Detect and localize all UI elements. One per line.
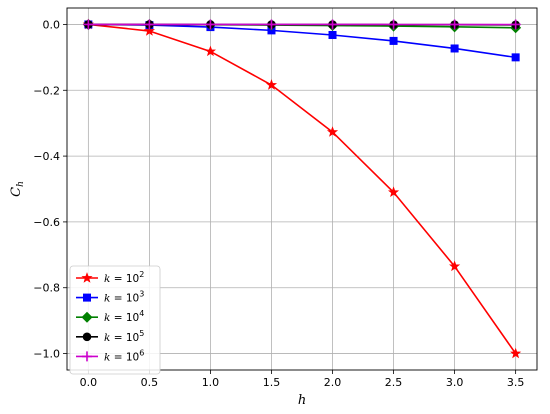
square-marker [389,36,398,45]
legend-label: k = 105 [104,329,144,344]
legend-box [69,265,161,375]
y-tick-label: −0.6 [33,216,60,229]
x-tick-label: 3.5 [507,376,525,389]
star-marker [265,79,278,90]
x-tick-label: 0.0 [80,376,98,389]
series-5 [83,19,521,30]
legend-label: k = 106 [104,348,144,363]
star-marker [510,347,522,359]
plus-marker [266,19,277,30]
series-layer [82,18,522,359]
square-marker [511,53,520,62]
x-tick-label: 1.5 [263,376,281,389]
legend-item: k = 106 [76,348,144,363]
x-tick-label: 3.0 [446,376,464,389]
square-marker [328,30,337,39]
y-tick-label: 0.0 [43,18,61,31]
y-axis-label: Ch [9,181,26,197]
plus-marker [144,19,155,30]
plus-marker [327,19,338,30]
axis-ticks: 0.0 0.5 1.0 1.5 2.0 2.5 3.0 3.5 0.0 −0.2 −0.4 −0.6 −… [33,18,524,389]
x-tick-label: 1.0 [202,376,220,389]
series-line [88,23,517,355]
axes-frame [66,7,538,371]
legend-label: k = 103 [104,290,144,305]
legend-circle-marker [82,332,92,342]
legend-plus-marker [82,351,92,362]
star-marker [449,260,461,272]
x-tick-label: 0.5 [141,376,159,389]
legend-star-marker [81,272,93,283]
legend-item: k = 104 [76,309,144,324]
y-axis-label-subscript: h [16,181,26,187]
legend-label: k = 104 [104,309,144,324]
plus-marker [205,19,216,30]
legend-label: k = 102 [104,270,144,285]
plus-marker [510,19,521,30]
plus-marker [83,19,94,30]
star-marker [326,126,339,137]
x-axis-label: h [298,393,306,408]
series-1 [82,18,522,359]
y-tick-label: −1.0 [33,348,60,361]
legend-square-marker [83,293,91,302]
plus-marker [388,19,399,30]
x-tick-label: 2.0 [324,376,342,389]
x-tick-label: 2.5 [385,376,403,389]
legend-diamond-marker [81,311,93,323]
legend-item: k = 103 [76,290,144,305]
plus-marker [449,19,460,30]
square-marker [450,44,459,53]
y-tick-label: −0.2 [33,84,60,97]
star-marker [204,45,217,57]
legend-item: k = 102 [76,270,144,285]
legend-item: k = 105 [76,329,144,344]
star-marker [143,25,155,36]
series-line [88,23,516,59]
y-tick-label: −0.8 [33,282,60,295]
star-marker [387,186,400,198]
y-tick-label: −0.4 [33,150,60,163]
legend: k = 102 k = 103 k = 104 k = 105 k = 106 [69,265,161,375]
